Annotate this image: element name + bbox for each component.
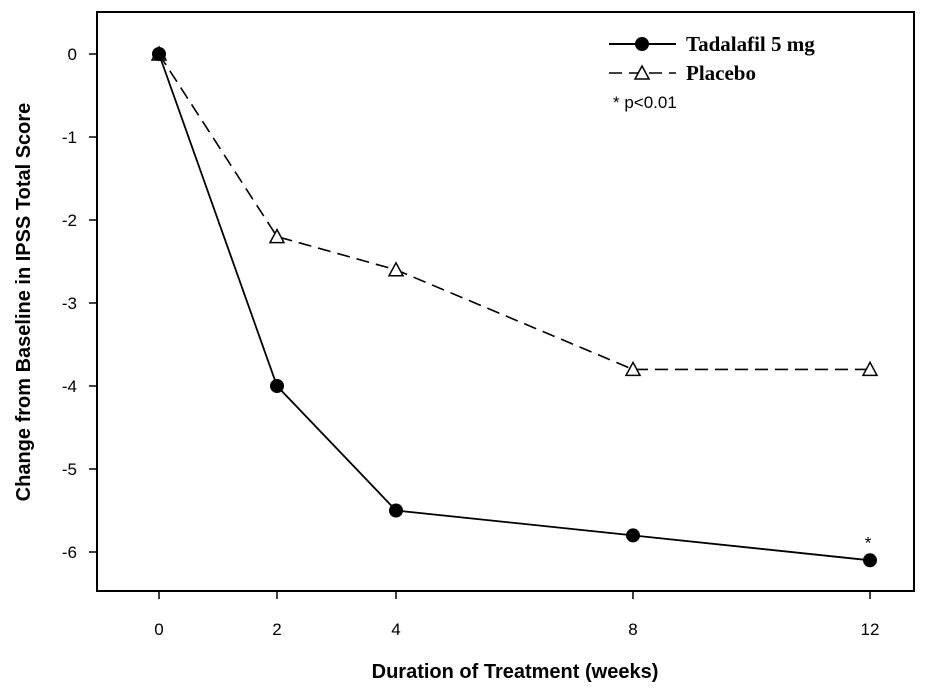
y-axis-ticks: 0 -1 -2 -3 -4 -5 -6 <box>62 45 97 562</box>
legend: Tadalafil 5 mg Placebo * p<0.01 <box>609 32 815 112</box>
significance-annotation: * <box>865 533 872 552</box>
data-point-tadalafil <box>626 528 640 543</box>
data-point-placebo <box>387 261 405 277</box>
annotation-layer: * <box>865 533 872 552</box>
series-layer <box>150 45 879 568</box>
data-point-placebo <box>268 228 286 244</box>
data-point-tadalafil <box>152 47 166 61</box>
legend-note: * p<0.01 <box>613 93 677 112</box>
y-tick-label: -5 <box>62 460 77 479</box>
legend-label-tadalafil: Tadalafil 5 mg <box>686 32 815 56</box>
data-point-tadalafil <box>863 553 877 568</box>
y-tick-label: 0 <box>68 45 77 64</box>
x-axis-ticks: 0 2 4 8 12 <box>154 591 879 639</box>
data-point-placebo <box>861 360 879 377</box>
x-tick-label: 8 <box>628 620 637 639</box>
y-tick-label: -4 <box>62 377 77 396</box>
data-point-placebo <box>624 360 642 377</box>
data-point-tadalafil <box>270 379 284 393</box>
legend-label-placebo: Placebo <box>686 61 756 85</box>
x-tick-label: 2 <box>272 620 281 639</box>
y-tick-label: -1 <box>62 128 77 147</box>
y-axis-label: Change from Baseline in IPSS Total Score <box>13 103 35 502</box>
legend-marker-tadalafil <box>635 37 649 51</box>
series-line-tadalafil <box>158 53 871 562</box>
series-line-placebo <box>158 53 870 371</box>
y-tick-label: -6 <box>62 543 77 562</box>
legend-marker-placebo <box>633 64 651 80</box>
y-tick-label: -2 <box>62 211 77 230</box>
data-point-tadalafil <box>389 503 403 518</box>
x-tick-label: 12 <box>861 620 880 639</box>
x-tick-label: 4 <box>391 620 400 639</box>
plot-area-frame <box>96 11 915 592</box>
x-axis-label: Duration of Treatment (weeks) <box>372 661 659 683</box>
y-tick-label: -3 <box>62 294 77 313</box>
x-tick-label: 0 <box>154 620 163 639</box>
